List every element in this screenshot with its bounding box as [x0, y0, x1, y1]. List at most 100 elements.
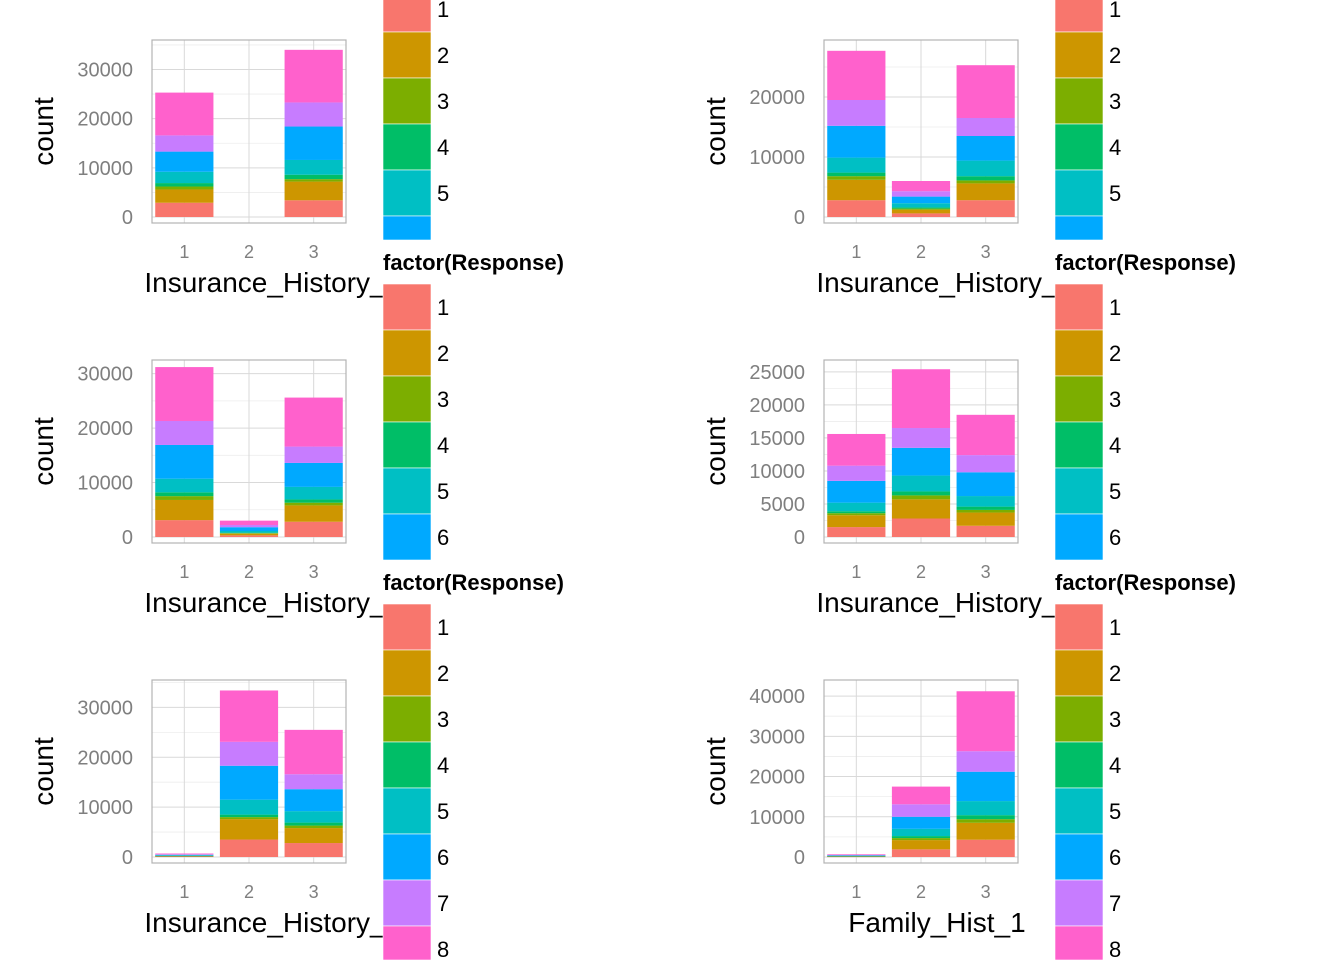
bar-segment-response-6 [891, 447, 951, 476]
legend-title: factor(Response) [1055, 570, 1236, 595]
chart-panel-1: 0 10000 20000 30000 1 2 3 Insurance_History_ cou… [28, 39, 386, 298]
y-tick-label: 40000 [749, 686, 805, 708]
bar-segment-response-3 [155, 496, 214, 500]
bar-segment-response-5 [219, 799, 279, 815]
legend-label-2: 2 [1109, 661, 1121, 686]
bar-segment-response-8 [891, 181, 951, 192]
bar-segment-response-1 [891, 518, 951, 537]
legend-label-4: 4 [437, 433, 449, 458]
legend-key-4 [382, 741, 432, 789]
y-axis-title: count [700, 97, 731, 166]
legend-label-1: 1 [437, 295, 449, 320]
bar-segment-response-1 [284, 200, 343, 217]
bar-segment-response-2 [891, 840, 951, 850]
x-tick-label: 1 [179, 242, 189, 262]
x-tick-label: 1 [851, 882, 861, 902]
y-tick-label: 10000 [77, 158, 133, 180]
legend-label-6: 6 [1109, 845, 1121, 870]
x-tick-label: 2 [244, 562, 254, 582]
legend-key-6 [382, 513, 432, 561]
legend-key-5 [1054, 467, 1104, 515]
legend-label-2: 2 [437, 341, 449, 366]
legend-key-3 [1054, 695, 1104, 743]
x-axis-title: Insurance_History_ [144, 587, 386, 618]
bar-segment-response-5 [219, 531, 279, 533]
bar-segment-response-1 [219, 535, 279, 537]
bar-segment-response-2 [155, 499, 214, 521]
legend-key-3 [382, 77, 432, 125]
y-axis-title: count [700, 417, 731, 486]
y-tick-label: 20000 [749, 767, 805, 789]
y-tick-label: 30000 [77, 60, 133, 82]
bar-segment-response-6 [284, 126, 343, 160]
y-axis-title: count [700, 737, 731, 806]
bar-segment-response-6 [155, 444, 214, 479]
bar-segment-response-8 [284, 729, 343, 775]
legend-title: factor(Response) [383, 570, 564, 595]
x-tick-label: 2 [244, 882, 254, 902]
x-tick-label: 3 [981, 242, 991, 262]
bar-segment-response-8 [827, 50, 886, 100]
bar-segment-response-7 [219, 741, 279, 766]
legend-key-2 [1054, 31, 1104, 79]
bar-segment-response-6 [891, 816, 951, 829]
y-axis-title: count [28, 417, 59, 486]
legend-label-3: 3 [437, 707, 449, 732]
bar-segment-response-2 [219, 819, 279, 840]
bar-segment-response-7 [891, 428, 951, 448]
y-tick-label: 20000 [749, 87, 805, 109]
y-tick-label: 20000 [77, 109, 133, 131]
bar-segment-response-4 [219, 814, 279, 818]
bar-segment-response-4 [827, 511, 886, 514]
y-tick-label: 0 [794, 847, 805, 869]
x-tick-label: 2 [916, 882, 926, 902]
legend-label-5: 5 [1109, 799, 1121, 824]
bar-segment-response-5 [827, 502, 886, 512]
x-tick-label: 2 [244, 242, 254, 262]
legend-key-1 [382, 0, 432, 33]
bar-segment-response-5 [891, 475, 951, 492]
bar-segment-response-6 [155, 854, 214, 856]
bar-segment-response-5 [155, 478, 214, 493]
y-tick-label: 0 [122, 207, 133, 229]
x-axis-title: Insurance_History_ [144, 907, 386, 938]
y-tick-label: 5000 [761, 494, 806, 516]
bar-segment-response-8 [284, 397, 343, 447]
bar-segment-response-8 [155, 92, 214, 136]
bar-segment-response-6 [155, 151, 214, 172]
x-tick-label: 1 [851, 242, 861, 262]
legend-label-4: 4 [1109, 433, 1121, 458]
bar-segment-response-2 [284, 505, 343, 522]
bar-segment-response-6 [827, 480, 886, 503]
bar-segment-response-8 [219, 690, 279, 742]
x-tick-label: 3 [309, 882, 319, 902]
bar-segment-response-2 [956, 512, 1015, 526]
y-axis-title: count [28, 97, 59, 166]
bar-segment-response-4 [827, 172, 886, 177]
bar-segment-response-6 [284, 462, 343, 487]
legend-key-7 [1054, 879, 1104, 927]
bar-segment-response-4 [891, 836, 951, 839]
bar-segment-response-1 [155, 520, 214, 537]
bar-segment-response-6 [891, 196, 951, 204]
legend-label-5: 5 [1109, 181, 1121, 206]
bar-segment-response-5 [155, 855, 214, 856]
bar-segment-response-3 [827, 513, 886, 516]
y-tick-label: 25000 [749, 362, 805, 384]
bar-segment-response-1 [284, 843, 343, 857]
bar-segment-response-2 [284, 828, 343, 844]
bar-segment-response-7 [827, 100, 886, 126]
bar-segment-response-5 [956, 160, 1015, 177]
legend-label-7: 7 [1109, 891, 1121, 916]
bar-segment-response-1 [827, 856, 886, 858]
bar-segment-response-2 [155, 189, 214, 203]
bar-segment-response-4 [956, 506, 1015, 510]
bar-segment-response-6 [827, 125, 886, 158]
x-tick-label: 1 [851, 562, 861, 582]
bar-segment-response-7 [956, 118, 1015, 136]
x-tick-label: 3 [981, 882, 991, 902]
x-tick-label: 2 [916, 562, 926, 582]
bar-segment-response-5 [284, 811, 343, 823]
legend-title: factor(Response) [383, 250, 564, 275]
chart-panel-2: 0 10000 20000 1 2 3 Insurance_History_ count [700, 39, 1058, 298]
